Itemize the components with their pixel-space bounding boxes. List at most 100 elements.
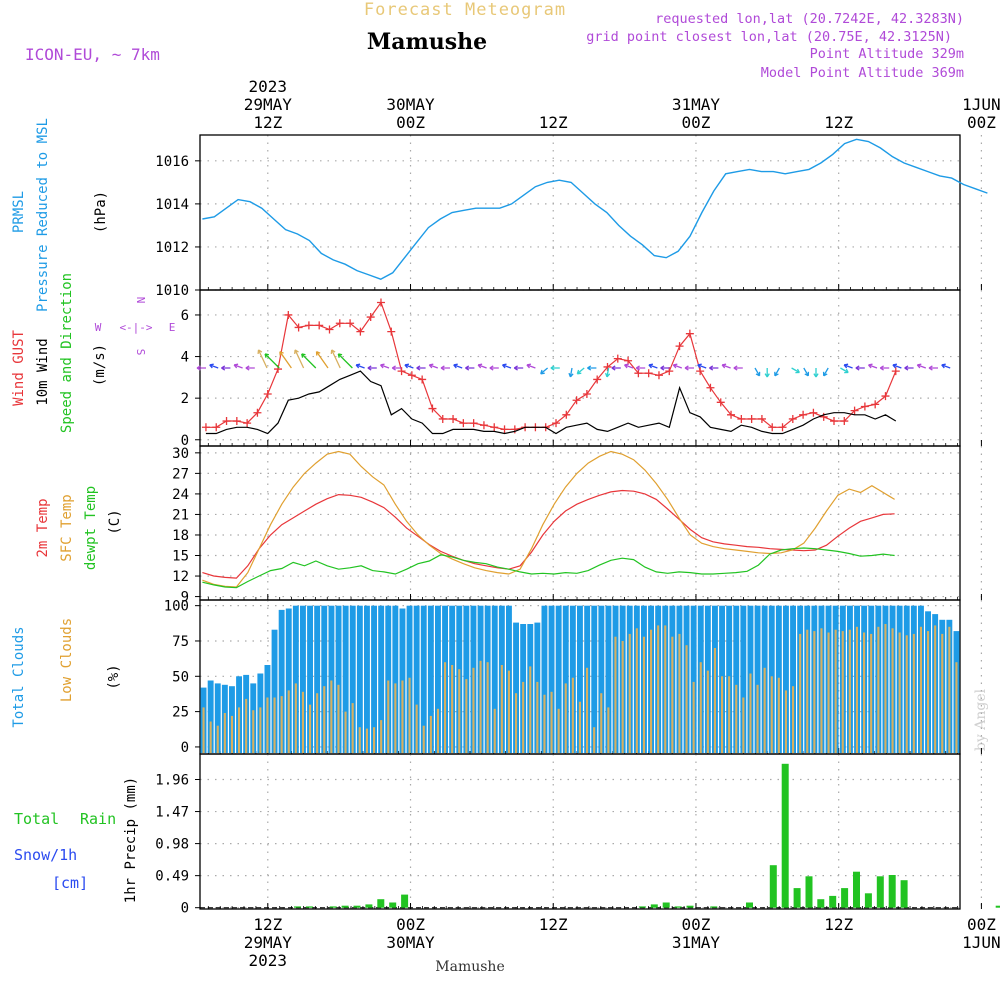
top-axis-label: 00Z <box>967 113 996 132</box>
low-cloud-bar <box>550 691 553 753</box>
pressure-frame: 1010 1012 1014 1016 <box>155 134 983 299</box>
direction-arrow <box>315 351 329 369</box>
top-axis-label: 29MAY <box>244 95 293 114</box>
low-cloud-bar <box>230 715 233 753</box>
low-cloud-bar <box>358 727 361 753</box>
direction-arrow <box>404 363 414 369</box>
gust-marker <box>500 425 509 434</box>
bottom-axis-label: 00Z <box>967 915 996 934</box>
direction-arrow <box>635 365 646 371</box>
low-cloud-bar <box>934 625 937 753</box>
total-cloud-bar <box>591 605 598 753</box>
gust-marker <box>356 327 365 336</box>
low-cloud-bar <box>763 667 766 753</box>
rain-bar <box>686 905 694 908</box>
total-cloud-bar <box>278 609 285 753</box>
total-cloud-bar <box>371 605 377 753</box>
pressure-panel-labels: PRMSL Pressure Reduced to MSL (hPa) <box>11 118 109 312</box>
clouds-ytick-label: 25 <box>172 705 189 721</box>
rain-bar <box>294 906 301 908</box>
gust-marker <box>294 323 303 332</box>
cloud-panel-labels: Total Clouds Low Clouds (%) <box>11 618 122 728</box>
snow-label: Snow/1h <box>14 846 77 864</box>
low-cloud-bar <box>642 636 645 753</box>
total-cloud-bar <box>307 605 313 753</box>
bottom-axis-label: 00Z <box>682 915 711 934</box>
temp-ytick-label: 12 <box>172 569 189 585</box>
low-cloud-bar <box>216 725 219 753</box>
low-cloud-bar <box>529 666 532 753</box>
pressure-ytick-label: 1016 <box>155 154 189 170</box>
low-cloud-bar <box>848 629 851 753</box>
gust-marker <box>459 419 468 428</box>
rain-bar <box>900 880 908 908</box>
low-cloud-bar <box>564 683 567 753</box>
wind-dir-label: Speed and Direction <box>59 273 75 433</box>
direction-arrow <box>301 353 317 369</box>
low-cloud-bar <box>586 667 589 753</box>
low-cloud-bar <box>223 713 226 753</box>
pressure-border <box>199 134 961 291</box>
low-cloud-bar <box>479 660 482 753</box>
gust-marker <box>407 371 416 380</box>
rain-bar <box>353 905 361 908</box>
direction-arrow <box>540 367 549 375</box>
direction-arrow <box>604 367 611 378</box>
low-cloud-bar <box>458 669 461 753</box>
total-cloud-bar <box>364 605 370 753</box>
wind-ytick-label: 4 <box>181 350 189 366</box>
low-cloud-bar <box>948 626 951 753</box>
gust-marker <box>253 408 262 417</box>
low-cloud-bar <box>813 631 816 753</box>
low-cloud-bar <box>401 680 404 753</box>
low-cloud-bar <box>578 701 581 753</box>
panels: 1010101210141016024691215182124273002550… <box>155 134 1000 917</box>
low-cloud-bar <box>735 684 738 753</box>
direction-arrow <box>245 365 255 371</box>
total-cloud-bar <box>349 605 356 753</box>
low-cloud-bar <box>287 690 290 753</box>
wind-gust-label: Wind GUST <box>11 330 27 406</box>
direction-arrow <box>477 363 487 369</box>
low-cloud-bar <box>515 693 518 753</box>
wind-frame: 0 2 4 6 <box>181 289 983 449</box>
wind-ytick-label: 6 <box>181 308 189 324</box>
rain-bar <box>841 888 849 908</box>
gust-marker <box>562 410 571 419</box>
total-cloud-bar <box>385 605 392 753</box>
total-cloud-bar <box>783 605 789 753</box>
low-cloud-bar <box>280 696 283 753</box>
pressure-series <box>202 138 988 280</box>
total-cloud-bar <box>392 605 399 753</box>
gust-marker <box>654 371 663 380</box>
gust-marker <box>490 423 499 432</box>
bottom-axis-label: 12Z <box>253 915 282 934</box>
gust-marker <box>376 298 385 307</box>
total-cloud-bar <box>754 605 761 753</box>
temp-ytick-label: 15 <box>172 549 189 565</box>
gust-marker <box>479 421 488 430</box>
low-cloud-bar <box>500 665 503 753</box>
rain-bar <box>829 895 837 908</box>
gust-marker <box>850 406 859 415</box>
precip-panel-labels: Total Rain Snow/1h [cm] 1hr Precip (mm) <box>14 777 139 903</box>
gust-marker <box>428 404 437 413</box>
low-cloud-bar <box>919 626 922 753</box>
temp-frame: 9 12 15 18 21 24 27 30 <box>172 445 983 606</box>
gust-marker <box>675 342 684 351</box>
total-cloud-bar <box>314 605 321 753</box>
precip-ytick-label: 0.49 <box>155 869 189 885</box>
total-cloud-bar <box>427 605 434 753</box>
pressure-line <box>202 138 988 280</box>
temp-2m-line <box>202 489 895 579</box>
rain-bar <box>995 905 1000 908</box>
low-cloud-bar <box>522 681 525 753</box>
rain-bar <box>365 904 373 908</box>
low-cloud-bar <box>905 635 908 753</box>
wind-panel-labels: Wind GUST 10m Wind Speed and Direction (… <box>11 273 175 433</box>
pressure-ytick-label: 1010 <box>155 283 189 299</box>
gust-marker <box>346 319 355 328</box>
gust-marker <box>603 362 612 371</box>
low-cloud-bar <box>898 632 901 753</box>
